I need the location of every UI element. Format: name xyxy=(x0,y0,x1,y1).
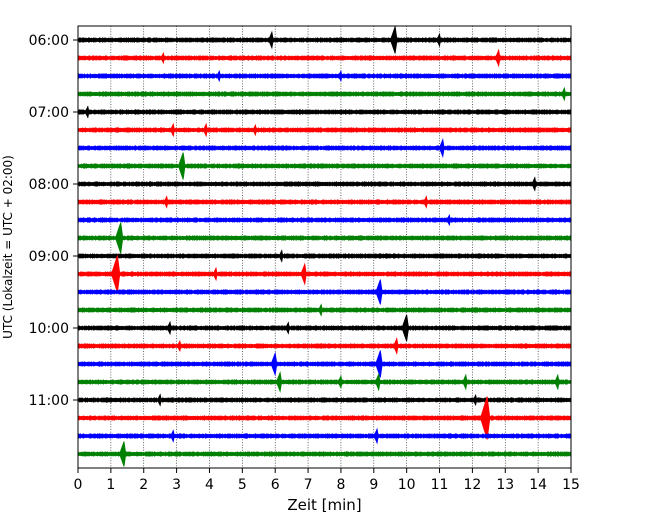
y-tick-label: 11:00 xyxy=(29,393,69,409)
plot-frame xyxy=(77,25,572,469)
trace xyxy=(77,37,571,43)
x-tick-label: 0 xyxy=(74,477,83,493)
seismic-event xyxy=(393,337,399,355)
seismic-event xyxy=(401,314,409,342)
y-tick-label: 09:00 xyxy=(29,249,69,265)
y-tick-label: 10:00 xyxy=(29,321,69,337)
seismic-event xyxy=(160,51,165,65)
seismic-event xyxy=(337,69,343,83)
seismic-event xyxy=(212,266,218,282)
trace xyxy=(77,235,571,241)
seismic-event xyxy=(285,321,290,335)
seismic-event xyxy=(318,303,323,317)
x-tick-label: 11 xyxy=(431,477,449,493)
seismic-event xyxy=(278,249,284,263)
x-tick-label: 1 xyxy=(106,477,115,493)
trace xyxy=(77,109,571,115)
seismic-event xyxy=(337,374,343,390)
seismic-traces xyxy=(77,26,571,467)
trace xyxy=(77,397,571,403)
trace xyxy=(77,90,571,98)
seismic-event xyxy=(84,105,90,119)
x-tick-label: 14 xyxy=(529,477,547,493)
trace xyxy=(77,379,571,385)
seismic-event xyxy=(423,195,428,209)
seismic-event xyxy=(270,351,278,377)
seismic-event xyxy=(156,393,162,407)
seismic-event xyxy=(176,339,182,353)
x-axis-label: Zeit [min] xyxy=(287,496,361,514)
trace xyxy=(77,433,571,439)
trace xyxy=(77,415,571,421)
seismic-event xyxy=(389,26,398,54)
trace xyxy=(77,271,571,277)
vertical-grid xyxy=(110,26,539,468)
seismic-event xyxy=(163,195,169,209)
seismic-event xyxy=(373,427,379,445)
x-tick-label: 15 xyxy=(562,477,580,493)
seismic-event xyxy=(300,262,307,286)
trace xyxy=(77,324,571,332)
y-axis-label: UTC (Lokalzeit = UTC + 02:00) xyxy=(1,155,15,339)
seismic-event xyxy=(446,213,451,227)
y-tick-label: 06:00 xyxy=(29,33,69,49)
trace xyxy=(77,163,571,169)
trace xyxy=(77,451,571,457)
seismic-event xyxy=(554,373,560,391)
seismic-event xyxy=(531,176,537,192)
seismic-event xyxy=(436,32,442,48)
seismic-event xyxy=(170,429,175,443)
seismic-event xyxy=(480,396,491,440)
seismic-event xyxy=(252,123,257,137)
seismic-event xyxy=(561,86,566,102)
x-tick-label: 7 xyxy=(304,477,313,493)
trace xyxy=(77,127,571,133)
seismic-event xyxy=(111,255,121,293)
x-tick-label: 12 xyxy=(463,477,481,493)
x-tick-label: 13 xyxy=(496,477,514,493)
seismic-event xyxy=(202,122,208,138)
seismic-event xyxy=(375,279,383,305)
seismic-event xyxy=(494,48,501,68)
y-tick-label: 08:00 xyxy=(29,177,69,193)
seismic-event xyxy=(216,69,221,83)
seismic-event xyxy=(275,370,283,394)
trace xyxy=(77,181,571,187)
seismic-event xyxy=(115,222,124,254)
x-tick-label: 9 xyxy=(369,477,378,493)
seismic-event xyxy=(177,152,186,180)
x-tick-label: 2 xyxy=(139,477,148,493)
x-tick-label: 5 xyxy=(238,477,247,493)
x-tick-label: 3 xyxy=(172,477,181,493)
seismic-event xyxy=(169,122,175,138)
x-axis-ticks: 0 1 2 3 4 5 6 7 8 9 10 11 12 13 14 15 xyxy=(74,468,580,493)
x-tick-label: 6 xyxy=(271,477,280,493)
trace xyxy=(77,145,571,151)
trace xyxy=(77,199,571,205)
trace xyxy=(77,73,571,79)
seismic-event xyxy=(472,393,478,407)
seismic-event xyxy=(119,441,127,467)
trace xyxy=(77,252,571,260)
seismic-event xyxy=(462,373,468,391)
trace xyxy=(77,289,571,295)
trace xyxy=(77,361,571,367)
seismic-event xyxy=(438,138,445,158)
trace xyxy=(77,307,571,313)
x-tick-label: 10 xyxy=(398,477,416,493)
seismic-event xyxy=(374,372,381,392)
x-tick-label: 4 xyxy=(205,477,214,493)
trace xyxy=(77,217,571,223)
x-tick-label: 8 xyxy=(336,477,345,493)
y-tick-label: 07:00 xyxy=(29,105,69,121)
trace xyxy=(77,343,571,349)
seismic-event xyxy=(268,30,274,50)
seismic-event xyxy=(166,320,172,336)
y-axis-ticks: 06:00 07:00 08:00 09:00 10:00 11:00 xyxy=(29,33,78,409)
